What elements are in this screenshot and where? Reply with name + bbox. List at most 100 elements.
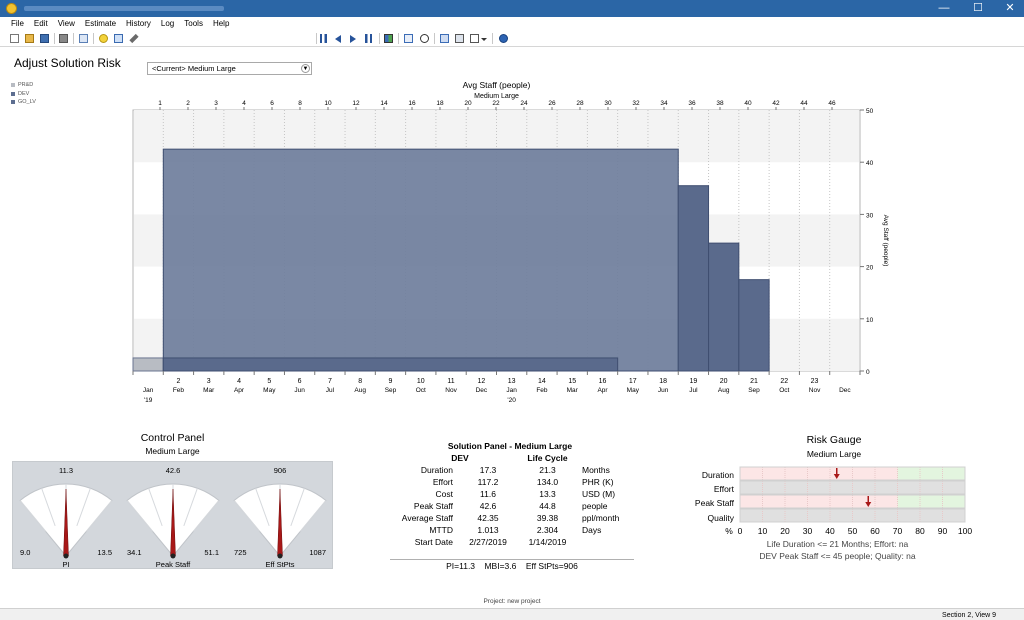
gauge-max: 51.1	[204, 548, 219, 557]
row-label: Duration	[420, 465, 453, 475]
top-tick-label: 6	[270, 100, 274, 107]
menu-edit[interactable]: Edit	[33, 19, 48, 28]
help-icon[interactable]	[499, 34, 508, 43]
next-icon[interactable]	[350, 35, 356, 43]
risk-bar-zone	[740, 481, 898, 494]
row-label: MTTD	[429, 525, 453, 535]
close-button[interactable]: ✕	[1005, 2, 1015, 14]
index-label: 18	[659, 378, 667, 385]
gauge-division	[183, 488, 198, 527]
grid-icon[interactable]	[384, 34, 393, 43]
risk-label-quality: Quality	[707, 513, 734, 523]
index-label: 8	[358, 378, 362, 385]
menu-view[interactable]: View	[57, 19, 75, 28]
solution-select[interactable]: <Current> Medium Large ▼	[147, 62, 312, 75]
menu-log[interactable]: Log	[160, 19, 175, 28]
settings-icon[interactable]	[455, 34, 464, 43]
menu-file[interactable]: File	[11, 19, 24, 28]
open-folder-icon[interactable]	[25, 34, 34, 43]
gauge-division	[126, 500, 153, 532]
control-panel: 11.3 9.0 13.5 PI 42.6 34.1 51.1 Peak Staff 906 72…	[12, 461, 333, 569]
gauge-eff-stpts[interactable]: 906 725 1087 Eff StPts	[233, 466, 327, 569]
gauge-division	[233, 500, 260, 532]
risk-bar-zone	[740, 509, 898, 522]
bar-golv	[677, 185, 710, 372]
top-tick-label: 40	[744, 100, 752, 107]
page-title: Adjust Solution Risk	[14, 56, 121, 70]
previous-icon[interactable]	[335, 35, 341, 43]
bar-golv	[738, 279, 770, 372]
control-panel-subtitle: Medium Large	[145, 446, 200, 456]
legend-swatch-golv	[11, 100, 15, 105]
window-icon[interactable]	[440, 34, 449, 43]
month-label: Feb	[536, 387, 548, 394]
legend-item-dev: DEV	[11, 90, 36, 99]
top-tick-label: 10	[324, 100, 332, 107]
gauge-max: 1087	[309, 548, 326, 557]
gauge-label: Eff StPts	[265, 560, 294, 569]
copy-icon[interactable]	[79, 34, 88, 43]
top-tick-label: 42	[772, 100, 780, 107]
risk-tick: 50	[847, 526, 858, 536]
top-tick-label: 24	[520, 100, 528, 107]
top-tick-label: 1	[158, 100, 162, 107]
month-label: Apr	[234, 387, 245, 394]
view-menu-icon[interactable]	[470, 34, 479, 43]
month-label: Jul	[326, 387, 335, 394]
control-gauges[interactable]: 11.3 9.0 13.5 PI 42.6 34.1 51.1 Peak Staff 906 72…	[13, 462, 334, 570]
unit: Days	[582, 525, 602, 535]
month-label: Nov	[445, 387, 457, 394]
row-label: Start Date	[414, 537, 453, 547]
month-label: Jan	[506, 387, 517, 394]
y-axis-label: Avg Staff (people)	[882, 215, 889, 267]
index-label: 7	[328, 378, 332, 385]
solution-select-value: <Current> Medium Large	[152, 64, 236, 73]
risk-tick: 0	[737, 526, 743, 536]
y-tick-label: 0	[866, 369, 870, 376]
top-tick-label: 3	[214, 100, 218, 107]
app-icon	[6, 3, 17, 14]
minimize-button[interactable]: —	[938, 2, 950, 14]
maximize-button[interactable]: ☐	[973, 2, 983, 14]
solution-divider	[390, 559, 634, 560]
top-tick-label: 34	[660, 100, 668, 107]
month-label: Dec	[476, 387, 488, 394]
legend-swatch-prd	[11, 83, 15, 88]
risk-tick: 60	[870, 526, 880, 536]
last-icon[interactable]	[365, 34, 372, 43]
gauge-peak-staff[interactable]: 42.6 34.1 51.1 Peak Staff	[126, 466, 220, 569]
index-label: 22	[780, 378, 788, 385]
target-icon[interactable]	[420, 34, 429, 43]
table-icon[interactable]	[404, 34, 413, 43]
chart-icon[interactable]	[114, 34, 123, 43]
new-file-icon[interactable]	[10, 34, 19, 43]
menu-help[interactable]: Help	[212, 19, 230, 28]
save-icon[interactable]	[40, 34, 49, 43]
month-label: Apr	[597, 387, 608, 394]
print-icon[interactable]	[59, 34, 68, 43]
lifecycle-value: 39.38	[536, 513, 559, 523]
bar-golv	[162, 357, 619, 372]
dropdown-arrow-icon[interactable]	[481, 38, 487, 41]
index-label: 6	[298, 378, 302, 385]
solution-panel-title: Solution Panel - Medium Large	[447, 441, 573, 451]
gauge-value: 11.3	[59, 466, 73, 475]
lightbulb-icon[interactable]	[99, 34, 108, 43]
first-icon[interactable]	[320, 34, 327, 43]
title-bar: — ☐ ✕	[0, 0, 1024, 17]
menu-estimate[interactable]: Estimate	[84, 19, 117, 28]
month-label: Sep	[385, 387, 397, 394]
chart-legend: PR&D DEV GO_LV	[11, 81, 36, 107]
menu-history[interactable]: History	[126, 19, 151, 28]
dev-value: 1.013	[477, 525, 499, 535]
top-tick-label: 2	[186, 100, 190, 107]
risk-label-effort: Effort	[713, 484, 734, 494]
risk-tick: 70	[892, 526, 903, 536]
menu-tools[interactable]: Tools	[184, 19, 203, 28]
chevron-down-icon[interactable]: ▼	[301, 64, 310, 73]
gauge-pi[interactable]: 11.3 9.0 13.5 PI	[19, 466, 113, 569]
month-label: Aug	[354, 387, 366, 394]
month-label: Jul	[689, 387, 698, 394]
index-label: 19	[689, 378, 697, 385]
